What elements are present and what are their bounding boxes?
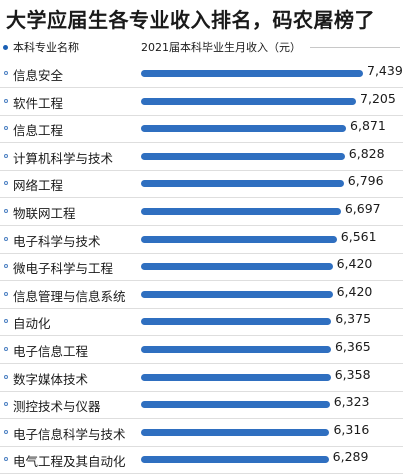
bar xyxy=(141,456,329,464)
row-divider xyxy=(0,363,403,364)
category-label: 电子信息科学与技术 xyxy=(13,426,126,442)
value-label: 6,828 xyxy=(348,145,385,161)
row-divider xyxy=(0,307,403,309)
row-bullet-icon xyxy=(4,181,8,186)
value-label: 6,365 xyxy=(334,339,371,354)
bar-row: 计算机科学与技术 6,828 xyxy=(0,143,403,171)
value-column-header: 2021届本科毕业生月收入（元） xyxy=(141,41,301,54)
row-bullet-icon xyxy=(4,429,8,434)
row-divider xyxy=(0,280,403,282)
category-label: 软件工程 xyxy=(13,95,64,111)
header-divider xyxy=(310,47,400,48)
row-bullet-icon xyxy=(4,98,8,103)
row-bullet-icon xyxy=(4,347,8,351)
bar-row: 信息安全 7,439 xyxy=(0,60,403,88)
value-label: 6,697 xyxy=(344,201,381,216)
bar-row: 测控技术与仪器 6,323 xyxy=(0,391,403,420)
row-bullet-icon xyxy=(4,126,8,131)
value-label: 6,289 xyxy=(332,449,369,465)
bar xyxy=(141,263,333,271)
row-divider xyxy=(0,473,403,475)
bar-row: 物联网工程 6,697 xyxy=(0,198,403,226)
category-label: 网络工程 xyxy=(13,178,64,194)
chart-title: 大学应届生各专业收入排名，码农屠榜了 xyxy=(6,8,375,32)
bar-row: 数字媒体技术 6,358 xyxy=(0,364,403,392)
value-label: 6,420 xyxy=(336,256,373,272)
row-bullet-icon xyxy=(4,457,8,462)
bar xyxy=(141,70,363,77)
bar-row: 电气工程及其自动化 6,289 xyxy=(0,446,403,475)
row-divider xyxy=(0,445,403,447)
category-column-header: 本科专业名称 xyxy=(13,41,79,54)
row-divider xyxy=(0,335,403,337)
row-divider xyxy=(0,390,403,392)
category-label: 信息安全 xyxy=(13,68,64,83)
row-divider xyxy=(0,252,403,254)
value-label: 6,323 xyxy=(333,394,370,410)
bar xyxy=(141,401,330,409)
bar xyxy=(141,235,337,243)
value-label: 6,358 xyxy=(334,366,371,382)
category-label: 电子科学与技术 xyxy=(13,233,101,249)
row-bullet-icon xyxy=(4,291,8,296)
category-label: 信息管理与信息系统 xyxy=(13,288,126,304)
category-label: 信息工程 xyxy=(13,123,64,139)
category-label: 物联网工程 xyxy=(13,206,76,221)
row-divider xyxy=(0,114,403,116)
bar xyxy=(141,97,357,105)
bar-row: 电子科学与技术 6,561 xyxy=(0,226,403,254)
value-label: 6,375 xyxy=(335,311,372,327)
row-bullet-icon xyxy=(4,319,8,324)
value-label: 7,205 xyxy=(360,90,396,106)
bar-row: 电子信息工程 6,365 xyxy=(0,336,403,364)
bar xyxy=(141,428,330,436)
category-label: 自动化 xyxy=(13,316,51,332)
value-label: 7,439 xyxy=(367,63,403,78)
bar xyxy=(141,208,341,215)
row-divider xyxy=(0,142,403,144)
row-bullet-icon xyxy=(4,153,8,158)
category-label: 微电子科学与工程 xyxy=(13,261,114,277)
bar-row: 信息工程 6,871 xyxy=(0,115,403,144)
bar-row: 信息管理与信息系统 6,420 xyxy=(0,281,403,309)
value-label: 6,871 xyxy=(350,118,386,134)
row-bullet-icon xyxy=(4,209,8,213)
bar-row: 网络工程 6,796 xyxy=(0,170,403,199)
row-divider xyxy=(0,418,403,420)
row-divider xyxy=(0,197,403,199)
header-dot-icon xyxy=(3,45,8,50)
bar xyxy=(141,152,345,160)
value-label: 6,420 xyxy=(336,283,373,299)
category-label: 测控技术与仪器 xyxy=(13,399,101,415)
row-divider xyxy=(0,87,403,88)
value-label: 6,316 xyxy=(333,421,370,437)
bar xyxy=(141,346,331,353)
bar-row: 微电子科学与工程 6,420 xyxy=(0,253,403,282)
row-bullet-icon xyxy=(4,236,8,241)
row-divider xyxy=(0,169,403,171)
category-label: 电气工程及其自动化 xyxy=(13,454,126,470)
value-label: 6,561 xyxy=(340,228,377,244)
row-bullet-icon xyxy=(4,374,8,379)
bar xyxy=(141,180,344,188)
category-label: 电子信息工程 xyxy=(13,344,89,359)
row-divider xyxy=(0,225,403,226)
bar-row: 电子信息科学与技术 6,316 xyxy=(0,419,403,447)
bar-row: 软件工程 7,205 xyxy=(0,88,403,116)
bar-row: 自动化 6,375 xyxy=(0,308,403,337)
bar xyxy=(141,373,331,381)
value-label: 6,796 xyxy=(347,173,384,189)
row-bullet-icon xyxy=(4,264,8,269)
row-bullet-icon xyxy=(4,402,8,407)
row-bullet-icon xyxy=(4,71,8,75)
category-label: 数字媒体技术 xyxy=(13,371,89,387)
bar xyxy=(141,290,333,298)
category-label: 计算机科学与技术 xyxy=(13,150,114,166)
bar xyxy=(141,125,347,133)
bar xyxy=(141,318,332,326)
